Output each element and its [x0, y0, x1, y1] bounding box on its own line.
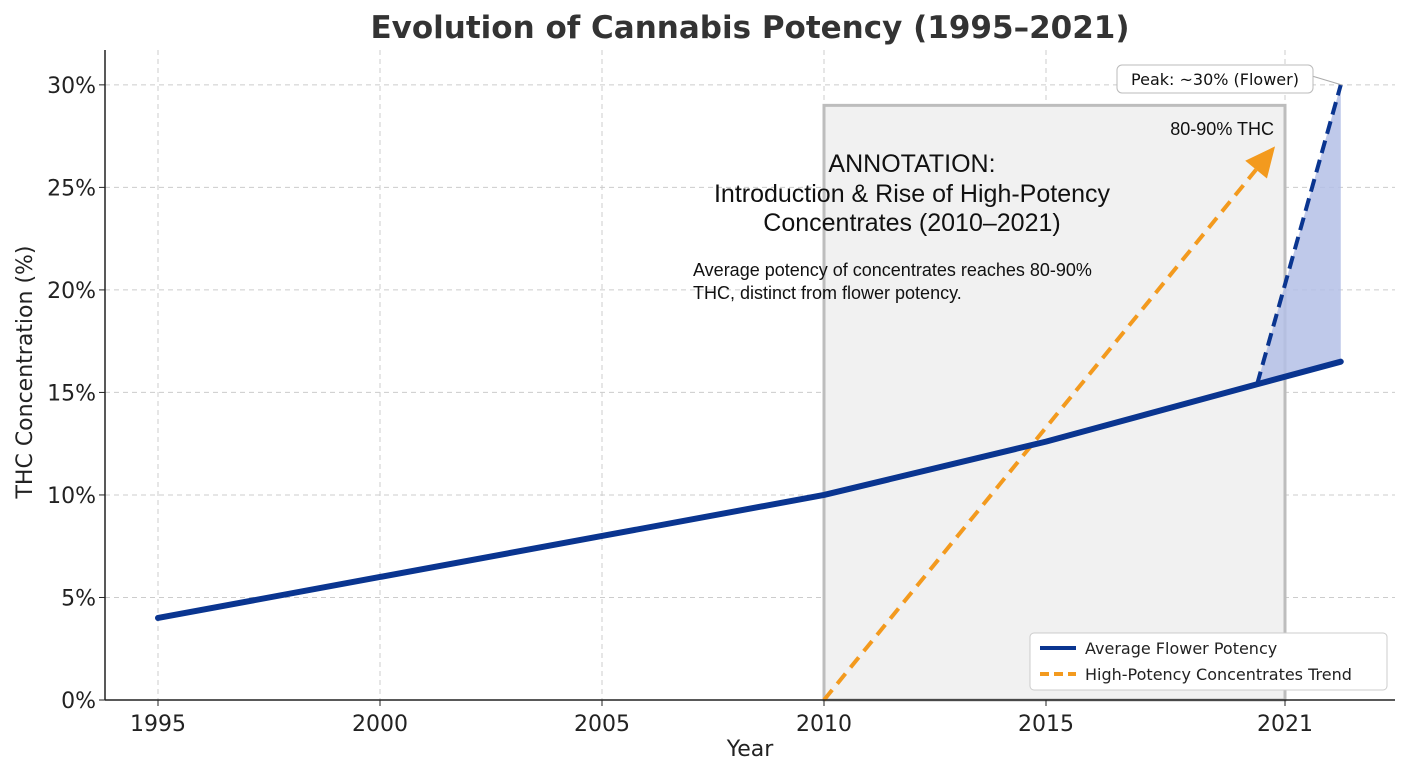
annotation-body-1: Average potency of concentrates reaches … — [693, 260, 1092, 280]
annotations: ANNOTATION: Introduction & Rise of High-… — [693, 64, 1343, 303]
x-tick-label: 2021 — [1257, 712, 1313, 737]
concentrates-trend-line — [822, 168, 1258, 702]
peak-dashed-line — [1255, 84, 1343, 385]
legend: Average Flower Potency High-Potency Conc… — [1029, 632, 1388, 691]
x-axis-label: Year — [726, 737, 775, 762]
legend-label-concentrates: High-Potency Concentrates Trend — [1085, 665, 1352, 684]
x-tick-label: 2015 — [1018, 712, 1074, 737]
annotation-heading-1: ANNOTATION: — [828, 150, 995, 178]
series-layer — [155, 84, 1344, 702]
arrow-label: 80-90% THC — [1170, 119, 1274, 139]
peak-label: Peak: ~30% (Flower) — [1131, 70, 1299, 89]
annotation-region — [822, 103, 1287, 702]
annotation-body-2: THC, distinct from flower potency. — [693, 283, 962, 303]
y-tick-label: 15% — [47, 381, 96, 406]
y-tick-label: 5% — [61, 586, 96, 611]
x-tick-label: 2005 — [574, 712, 630, 737]
legend-box — [1029, 632, 1388, 691]
y-tick-label: 30% — [47, 74, 96, 99]
annotation-heading-2: Introduction & Rise of High-Potency — [714, 180, 1111, 208]
annotation-heading-3: Concentrates (2010–2021) — [763, 209, 1060, 237]
x-tick-label: 2010 — [796, 712, 852, 737]
shaded-region — [822, 103, 1287, 702]
y-axis-label: THC Concentration (%) — [13, 245, 38, 499]
x-tick-label: 2000 — [352, 712, 408, 737]
y-tick-label: 25% — [47, 176, 96, 201]
peak-label-connector — [1311, 75, 1343, 86]
y-tick-label: 20% — [47, 279, 96, 304]
y-tick-label: 10% — [47, 484, 96, 509]
chart-title: Evolution of Cannabis Potency (1995–2021… — [370, 10, 1129, 46]
y-tick-label: 0% — [61, 689, 96, 714]
x-tick-label: 1995 — [130, 712, 186, 737]
axes: 1995 2000 2005 2010 2015 2021 0% 5% 10% 15% 20% 25%… — [47, 50, 1395, 737]
concentrates-arrowhead — [1245, 146, 1276, 179]
peak-fill-area — [1257, 84, 1341, 385]
legend-label-flower: Average Flower Potency — [1085, 639, 1277, 658]
peak-label-box — [1116, 64, 1314, 94]
